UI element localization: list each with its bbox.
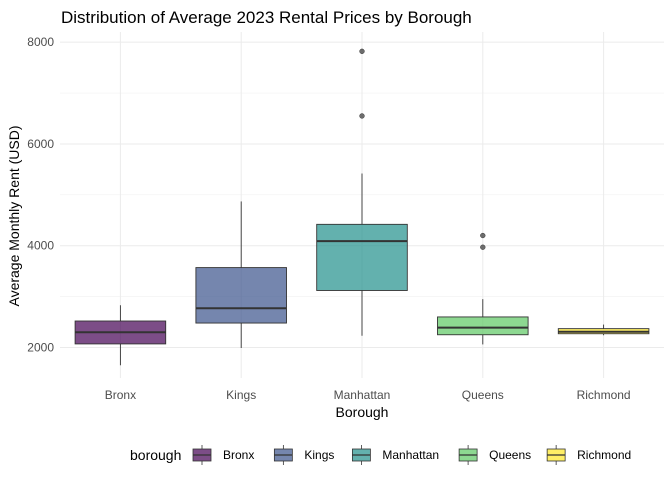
outlier-point xyxy=(480,244,486,250)
x-tick-label: Bronx xyxy=(105,388,136,402)
legend-key-kings: Kings xyxy=(273,445,334,465)
x-axis-ticks: Bronx Kings Manhattan Queens Richmond xyxy=(105,388,631,402)
box-group-bronx xyxy=(74,305,167,366)
y-tick-label: 2000 xyxy=(27,340,54,354)
x-tick-label: Manhattan xyxy=(334,388,391,402)
legend-key-queens: Queens xyxy=(458,445,531,465)
x-tick-label: Kings xyxy=(226,388,256,402)
outlier-point xyxy=(480,232,486,239)
y-tick-label: 8000 xyxy=(27,35,54,49)
legend: borough Bronx Kings Manhattan Queens Richmon… xyxy=(130,445,631,465)
box-group-manhattan xyxy=(316,48,408,336)
legend-key-richmond: Richmond xyxy=(546,445,631,465)
x-tick-label: Queens xyxy=(462,388,504,402)
box-iqr xyxy=(437,316,529,336)
box-group-kings xyxy=(195,201,287,348)
legend-key-manhattan: Manhattan xyxy=(351,445,439,465)
legend-label: Richmond xyxy=(577,448,631,462)
legend-key-bronx: Bronx xyxy=(192,445,254,465)
y-axis-title: Average Monthly Rent (USD) xyxy=(6,125,22,306)
y-tick-label: 6000 xyxy=(27,137,54,151)
x-tick-label: Richmond xyxy=(577,388,631,402)
box-group-queens xyxy=(437,232,529,345)
legend-label: Bronx xyxy=(223,448,254,462)
y-axis-ticks: 2000 4000 6000 8000 xyxy=(27,35,54,354)
legend-label: Queens xyxy=(489,448,531,462)
chart-title: Distribution of Average 2023 Rental Pric… xyxy=(61,8,472,27)
box-iqr xyxy=(195,267,287,324)
y-tick-label: 4000 xyxy=(27,239,54,253)
legend-label: Kings xyxy=(304,448,334,462)
outlier-point xyxy=(359,48,365,54)
legend-title: borough xyxy=(130,447,181,463)
legend-label: Manhattan xyxy=(382,448,439,462)
x-axis-title: Borough xyxy=(336,404,389,420)
box-group-richmond xyxy=(557,324,650,336)
boxes-layer xyxy=(74,48,650,366)
box-iqr xyxy=(316,223,408,291)
outlier-point xyxy=(359,113,365,119)
